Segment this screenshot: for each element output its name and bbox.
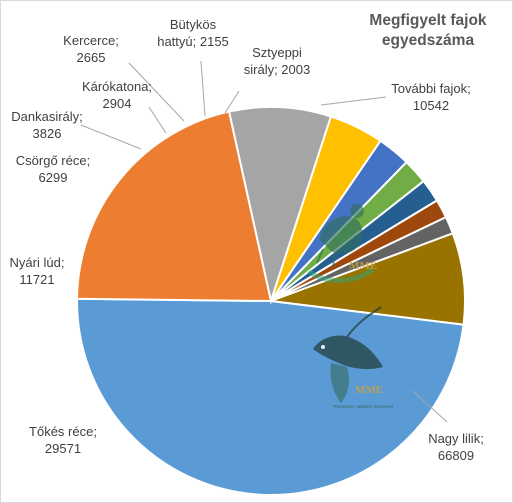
pie-slices: [76, 106, 466, 496]
leader-line-9: [320, 96, 387, 106]
leader-line-5: [148, 106, 167, 134]
slice-label-8-line-1: sirály; 2003: [244, 62, 310, 77]
watermark-logo-text-2: MME: [355, 384, 383, 396]
slice-label-6-line-1: 2665: [77, 50, 106, 65]
pie-slice-9: [270, 232, 466, 326]
slice-label-9-line-0: További fajok;: [391, 81, 471, 96]
slice-label-0-line-0: Nagy lilik;: [428, 431, 484, 446]
title-line-2: egyedszáma: [381, 32, 475, 49]
leader-line-7: [200, 60, 206, 117]
slice-label-7-line-0: Bütykös: [170, 17, 217, 32]
bird-logo-lower: [313, 306, 383, 403]
slice-label-8-line-0: Sztyeppi: [252, 45, 302, 60]
slice-label-0-line-1: 66809: [438, 448, 474, 463]
watermark-logo-text-1: MME: [349, 260, 377, 272]
watermark-tagline: Természet- védelmi Szervezet: [333, 404, 394, 409]
slice-label-6-line-0: Kercerce;: [63, 33, 119, 48]
slice-label-4-line-0: Dankasirály;: [11, 109, 83, 124]
pie-slice-2: [227, 106, 333, 305]
pie-slice-1: [76, 110, 273, 303]
slice-label-3-line-0: Csörgő réce;: [16, 153, 90, 168]
slice-label-3-line-1: 6299: [39, 170, 68, 185]
slice-label-1-line-0: Tőkés réce;: [29, 424, 97, 439]
leader-line-6: [128, 62, 185, 122]
leader-lines: [80, 60, 448, 423]
pie-slice-0: [76, 297, 465, 496]
slice-label-5-line-0: Kárókatona;: [82, 79, 152, 94]
slice-label-2-line-0: Nyári lúd;: [10, 255, 65, 270]
slice-label-9-line-1: 10542: [413, 98, 449, 113]
title-line-1: Megfigyelt fajok: [369, 12, 487, 29]
leader-line-8: [224, 90, 240, 114]
leader-line-4: [80, 124, 142, 150]
bird-logo-upper: [307, 204, 375, 283]
watermark-logos: MME MME Természet- védelmi Szervezet: [307, 204, 394, 409]
slice-label-5-line-1: 2904: [103, 96, 132, 111]
slice-label-2-line-1: 11721: [19, 272, 54, 287]
slice-label-4-line-1: 3826: [33, 126, 62, 141]
slice-label-1-line-1: 29571: [45, 441, 81, 456]
slice-labels: Nagy lilik; 66809 Tőkés réce; 29571 Nyári lú…: [10, 17, 484, 463]
leader-line-0: [412, 390, 448, 423]
chart-title: Megfigyelt fajok egyedszáma: [353, 11, 503, 51]
slice-label-7-line-1: hattyú; 2155: [157, 34, 229, 49]
